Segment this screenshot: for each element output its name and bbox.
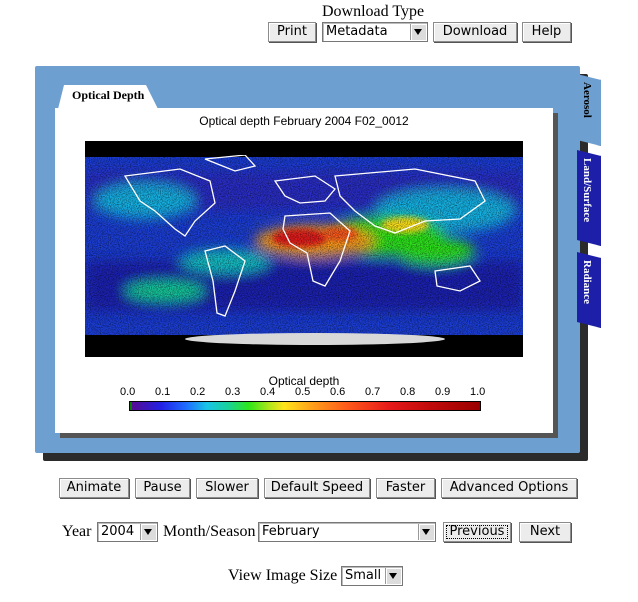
download-type-value: Metadata (326, 24, 388, 39)
default-speed-button[interactable]: Default Speed (264, 478, 370, 498)
tab-land-surface[interactable]: Land/Surface (577, 150, 601, 246)
view-image-size-value: Small (345, 568, 382, 583)
view-image-size-select[interactable]: Small (341, 566, 403, 586)
month-season-label: Month/Season (163, 523, 256, 540)
colorbar-tick: 0.4 (260, 386, 276, 398)
download-type-select[interactable]: Metadata (322, 22, 428, 42)
optical-depth-map (85, 141, 523, 357)
slower-button[interactable]: Slower (196, 478, 258, 498)
colorbar-tick: 0.2 (190, 386, 206, 398)
colorbar-tick: 0.8 (400, 386, 416, 398)
faster-button[interactable]: Faster (376, 478, 435, 498)
tab-aerosol-label: Aerosol (581, 82, 593, 118)
animate-button[interactable]: Animate (59, 478, 129, 498)
download-button[interactable]: Download (433, 22, 517, 42)
colorbar-tick: 0.5 (295, 386, 311, 398)
view-image-size-label: View Image Size (228, 567, 338, 584)
map-title: Optical depth February 2004 F02_0012 (199, 114, 409, 128)
tab-radiance-label: Radiance (581, 260, 593, 304)
download-type-label: Download Type (322, 3, 425, 20)
tab-aerosol[interactable]: Aerosol (577, 74, 601, 146)
previous-button[interactable]: Previous (443, 522, 511, 542)
tab-radiance[interactable]: Radiance (577, 252, 601, 328)
pause-button[interactable]: Pause (135, 478, 190, 498)
colorbar-tick: 0.3 (225, 386, 241, 398)
print-button[interactable]: Print (268, 22, 316, 42)
next-button[interactable]: Next (519, 522, 571, 542)
dropdown-arrow-icon (410, 24, 426, 40)
month-season-select[interactable]: February (258, 522, 436, 542)
year-label: Year (62, 523, 92, 540)
advanced-options-button[interactable]: Advanced Options (441, 478, 577, 498)
year-value: 2004 (101, 524, 135, 539)
colorbar-tick: 0.0 (120, 386, 136, 398)
help-button[interactable]: Help (522, 22, 571, 42)
colorbar (129, 401, 481, 411)
colorbar-tick: 0.1 (155, 386, 171, 398)
dropdown-arrow-icon (418, 524, 434, 540)
colorbar-tick: 0.6 (330, 386, 346, 398)
colorbar-marker (130, 402, 132, 410)
dropdown-arrow-icon (385, 568, 401, 584)
colorbar-tick: 0.7 (365, 386, 381, 398)
colorbar-tick: 0.9 (435, 386, 451, 398)
year-select[interactable]: 2004 (97, 522, 158, 542)
colorbar-tick: 1.0 (470, 386, 486, 398)
month-season-value: February (262, 524, 320, 539)
dropdown-arrow-icon (140, 524, 156, 540)
tab-land-surface-label: Land/Surface (581, 158, 593, 223)
tab-optical-depth[interactable]: Optical Depth (58, 85, 158, 109)
colorbar-title: Optical depth (268, 374, 340, 388)
